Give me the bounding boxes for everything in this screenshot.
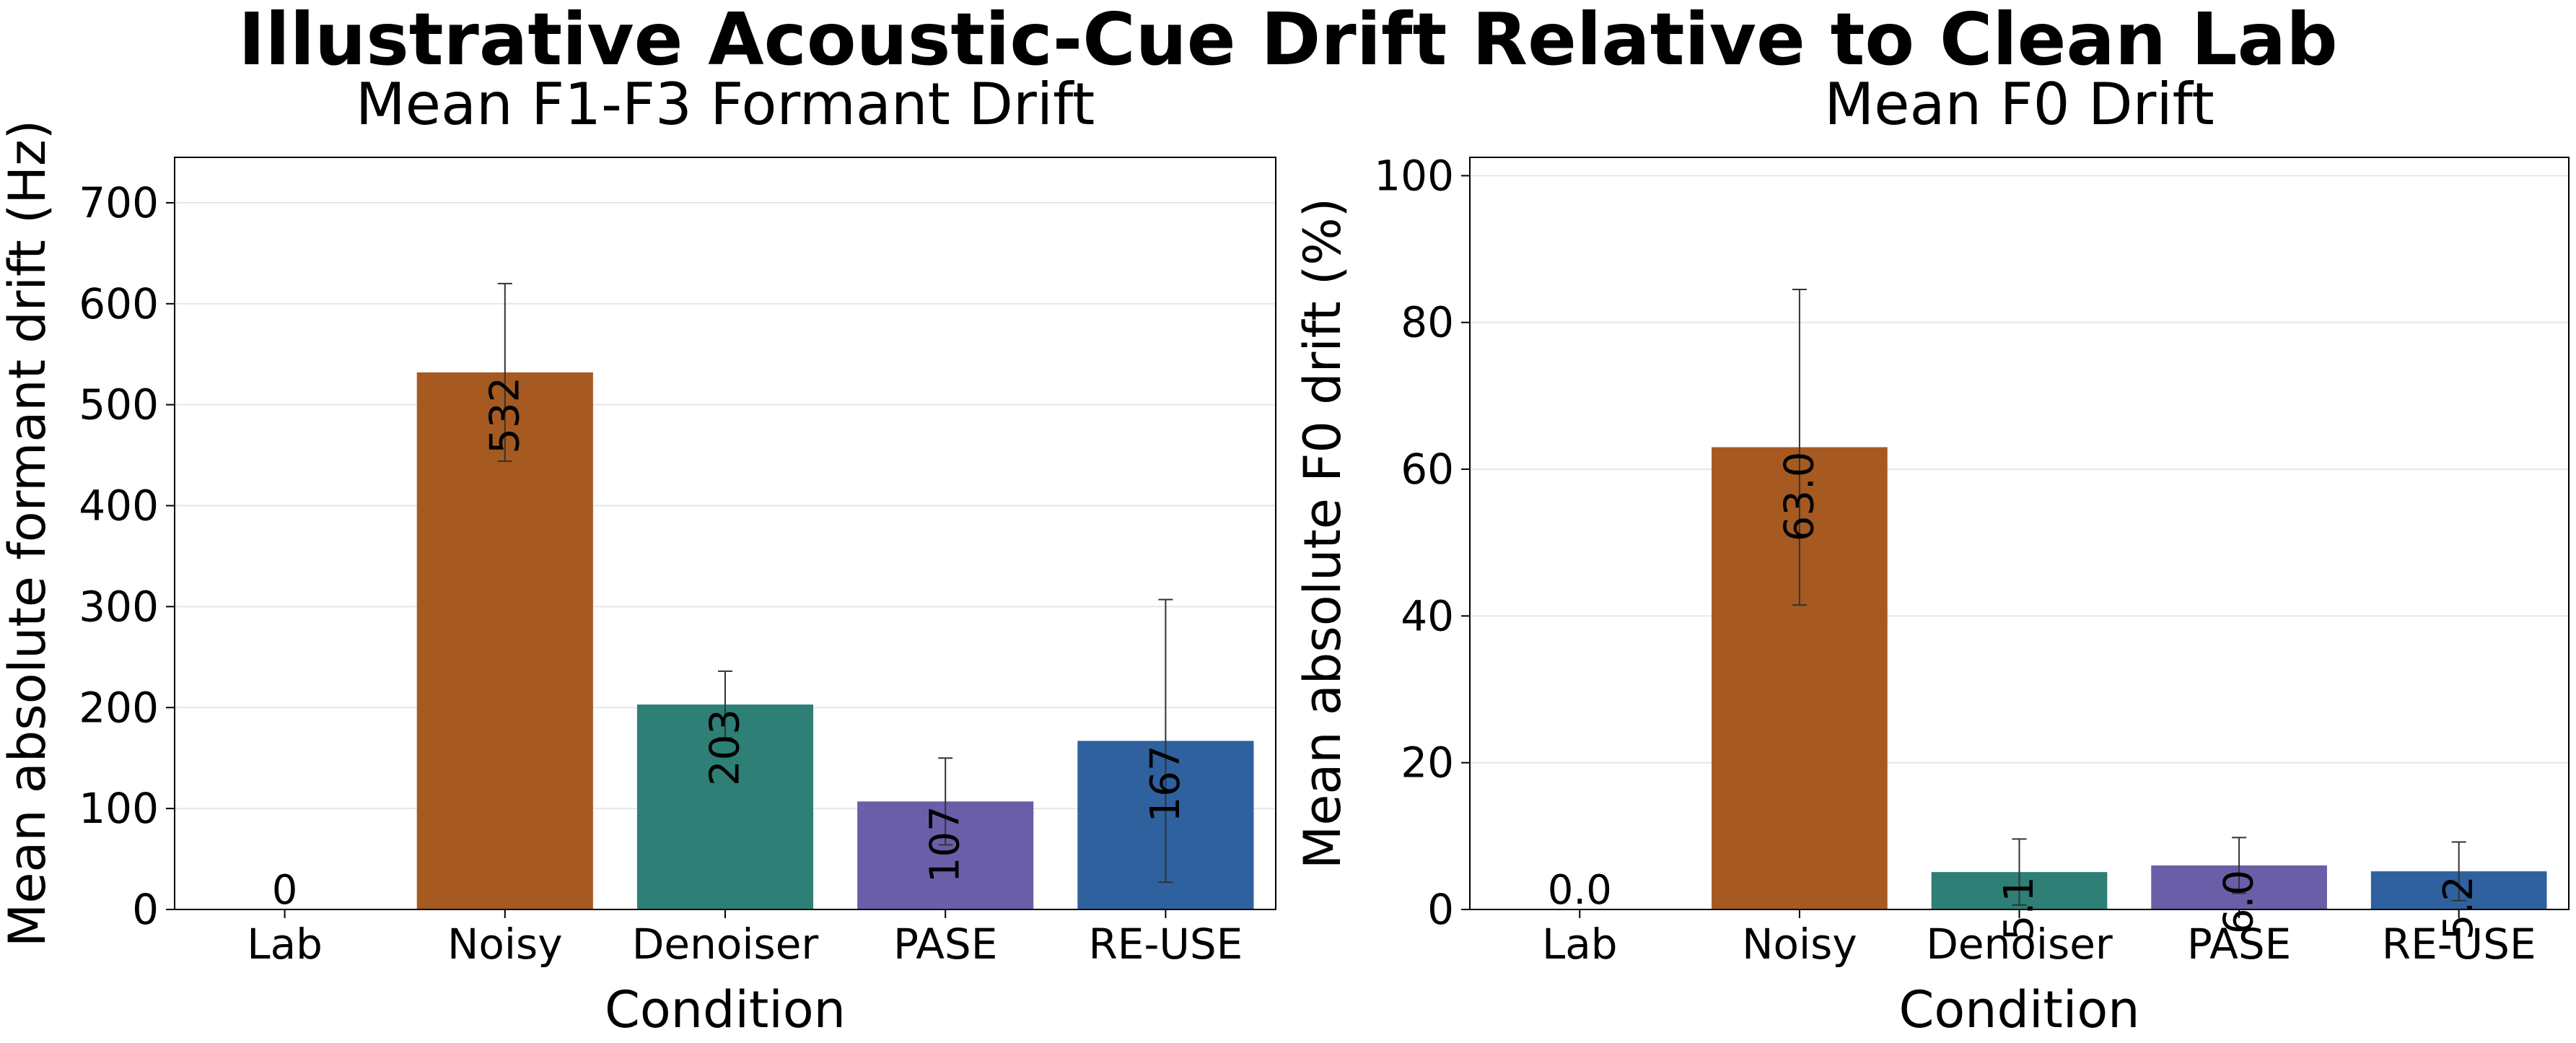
value-label: 107 — [922, 806, 969, 883]
plot-frame — [174, 157, 1276, 910]
x-tick-label: Noisy — [1742, 920, 1857, 969]
value-label: 63.0 — [1776, 452, 1823, 542]
y-tick-label: 400 — [79, 481, 159, 531]
y-tick-label: 700 — [79, 178, 159, 227]
y-tick-label: 20 — [1401, 738, 1454, 787]
y-tick-label: 0 — [132, 885, 159, 934]
value-label: 167 — [1142, 745, 1189, 822]
plot-frame — [1469, 157, 2570, 910]
value-label: 0.0 — [1548, 867, 1612, 914]
x-tick-label: RE-USE — [1089, 920, 1243, 969]
y-axis-label: Mean absolute F0 drift (%) — [1293, 198, 1352, 869]
value-label: 0 — [272, 867, 298, 914]
y-tick-label: 80 — [1401, 298, 1454, 347]
x-tick-label: Denoiser — [1926, 920, 2113, 969]
y-tick-label: 40 — [1401, 591, 1454, 640]
x-tick-label: RE-USE — [2382, 920, 2536, 969]
x-tick-label: Noisy — [447, 920, 563, 969]
y-tick-label: 60 — [1401, 445, 1454, 494]
figure-title: Illustrative Acoustic-Cue Drift Relative… — [238, 0, 2338, 82]
x-tick-label: Lab — [1542, 920, 1618, 969]
x-axis-label: Condition — [605, 980, 846, 1039]
value-label: 6.0 — [2216, 870, 2263, 934]
x-axis-label: Condition — [1898, 980, 2139, 1039]
y-tick-label: 500 — [79, 380, 159, 429]
x-tick-label: PASE — [2187, 920, 2291, 969]
y-tick-label: 100 — [1374, 151, 1454, 200]
bar-denoiser — [636, 704, 814, 909]
y-tick-label: 300 — [79, 582, 159, 631]
value-label: 5.1 — [1996, 876, 2043, 941]
x-tick-label: Denoiser — [632, 920, 819, 969]
x-tick-label: PASE — [893, 920, 997, 969]
y-tick-label: 100 — [79, 784, 159, 833]
y-tick-label: 600 — [79, 279, 159, 328]
y-axis-label: Mean absolute formant drift (Hz) — [0, 120, 57, 947]
x-tick-label: Lab — [247, 920, 323, 969]
formant-drift-chart: 0 Lab 532 Noisy 203 Denoiser 107 PASE 167 RE-USE 0… — [0, 71, 1276, 1039]
y-tick-label: 200 — [79, 683, 159, 732]
value-label: 203 — [702, 709, 749, 786]
chart-title: Mean F1-F3 Formant Drift — [356, 71, 1095, 138]
value-label: 532 — [481, 377, 528, 454]
value-label: 5.2 — [2435, 876, 2482, 940]
y-tick-label: 0 — [1427, 885, 1454, 934]
chart-title: Mean F0 Drift — [1824, 71, 2214, 138]
